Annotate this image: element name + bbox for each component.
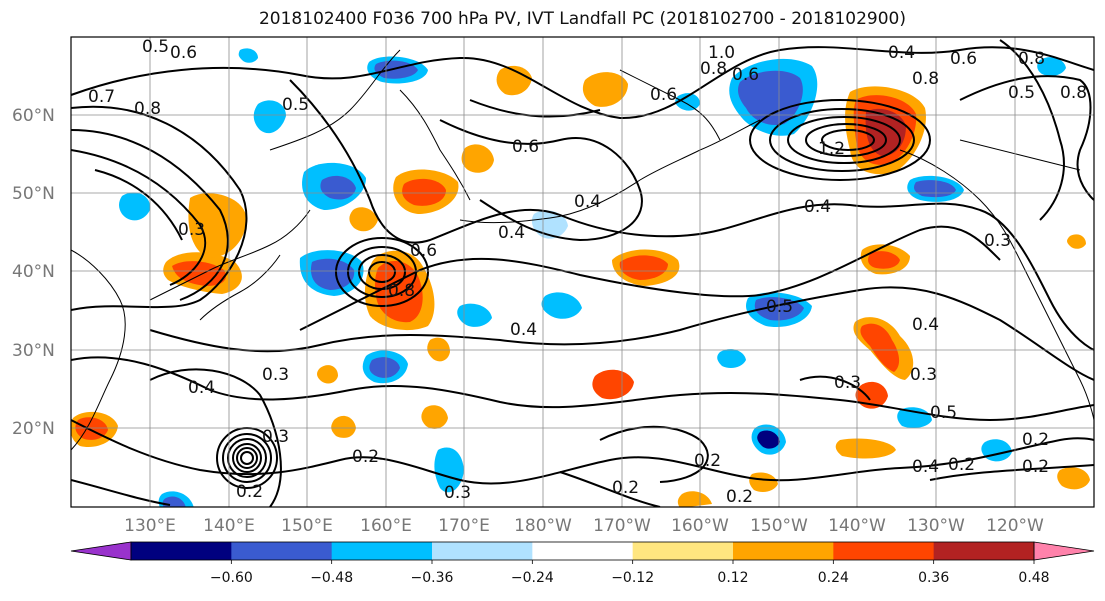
contour-label: 0.4 [574,192,601,212]
colorbar-segment [733,542,834,560]
contour-label: 0.2 [352,447,379,467]
contour-label: 0.3 [910,365,937,385]
colorbar-segment [331,542,433,560]
lon-label: 160°W [671,516,729,536]
lon-label: 120°W [986,516,1044,536]
contour-label: 0.8 [1018,49,1045,69]
colorbar-extend-min [70,541,132,561]
lat-label: 60°N [12,106,55,126]
lon-label: 150°W [750,516,808,536]
colorbar-tick-label: 0.24 [818,570,849,586]
coastlines [71,49,1094,451]
lon-label: 180°W [514,516,572,536]
contour-label: 0.4 [804,197,831,217]
lon-label: 130°E [124,516,176,536]
map-border [70,36,1095,508]
colorbar-segment [632,542,734,560]
contour-label: 0.3 [262,365,289,385]
contour-label: 0.3 [178,220,205,240]
colorbar-segment [231,542,333,560]
contour-label: 0.2 [726,487,753,507]
lon-label: 140°E [203,516,255,536]
colorbar-segment [833,542,935,560]
lat-label: 50°N [12,184,55,204]
contour-label: 0.7 [88,87,115,107]
contour-label: 0.8 [388,281,415,301]
colorbar-tick-label: −0.48 [310,570,353,586]
colorbar-outline [130,541,1035,561]
colorbar-tick-label: 0.48 [1018,570,1049,586]
contour-label: 0.3 [444,483,471,503]
pv-contours [71,39,1094,507]
lon-label: 170°W [593,516,651,536]
contour-label: 0.3 [262,427,289,447]
contour-label: 0.2 [948,455,975,475]
contour-label: 0.2 [1022,457,1049,477]
contour-label: 0.4 [510,320,537,340]
colorbar-segment [131,542,232,560]
contour-label: 0.5 [930,403,957,423]
contour-label: 0.4 [912,457,939,477]
contour-label: 0.8 [700,59,727,79]
contour-label: 1.2 [818,139,845,159]
map-title: 2018102400 F036 700 hPa PV, IVT Landfall… [258,9,906,29]
lon-label: 140°W [828,516,886,536]
contour-label: 0.8 [134,99,161,119]
contour-label: 0.4 [912,315,939,335]
contour-label: 0.2 [236,482,263,502]
contour-label: 0.5 [766,297,793,317]
contour-label: 0.4 [498,223,525,243]
contour-label: 0.6 [170,43,197,63]
lon-label: 150°E [281,516,333,536]
contour-label: 0.8 [1060,83,1087,103]
colorbar-tick-label: 0.36 [918,570,949,586]
contour-label: 0.5 [142,37,169,57]
contour-label: 0.3 [834,373,861,393]
colorbar-tick-label: −0.24 [511,570,554,586]
colorbar-extend-max [1033,541,1095,561]
lon-label: 160°E [360,516,412,536]
latitude-labels: 60°N 50°N 40°N 30°N 20°N [12,106,55,439]
lat-label: 20°N [12,419,55,439]
colorbar-segment [532,542,634,560]
contour-label: 0.4 [188,378,215,398]
lat-label: 30°N [12,341,55,361]
colorbar-segment [432,542,533,560]
contour-label: 0.8 [912,69,939,89]
contour-label: 0.2 [1022,430,1049,450]
contour-label: 0.2 [612,478,639,498]
colorbar-segment [933,542,1035,560]
map-content: 0.5 0.6 0.7 0.8 0.3 0.5 0.6 0.4 0.4 0.5 … [71,37,1094,507]
colorbar-tick-label: −0.12 [611,570,654,586]
colorbar: −0.60 −0.48 −0.36 −0.24 −0.12 0.12 0.24 0.36 0.4… [70,541,1095,586]
contour-label: 0.5 [282,95,309,115]
contour-label: 0.2 [694,451,721,471]
colorbar-tick-label: 0.12 [717,570,748,586]
graticule [71,37,1094,507]
contour-label: 0.3 [984,231,1011,251]
contour-label: 0.6 [512,137,539,157]
contour-label: 0.6 [950,49,977,69]
contour-label: 0.6 [732,65,759,85]
lon-label: 130°W [907,516,965,536]
longitude-labels: 130°E 140°E 150°E 160°E 170°E 180°W 170°… [124,516,1044,536]
contour-label: 0.5 [1008,83,1035,103]
contour-label: 0.4 [888,43,915,63]
contour-label: 0.6 [650,85,677,105]
colorbar-tick-label: −0.60 [210,570,253,586]
contour-label: 0.6 [410,241,437,261]
contour-label: 1.0 [708,43,735,63]
colorbar-tick-label: −0.36 [411,570,454,586]
lat-label: 40°N [12,262,55,282]
contour-labels: 0.5 0.6 0.7 0.8 0.3 0.5 0.6 0.4 0.4 0.5 … [88,37,1087,507]
lon-label: 170°E [438,516,490,536]
